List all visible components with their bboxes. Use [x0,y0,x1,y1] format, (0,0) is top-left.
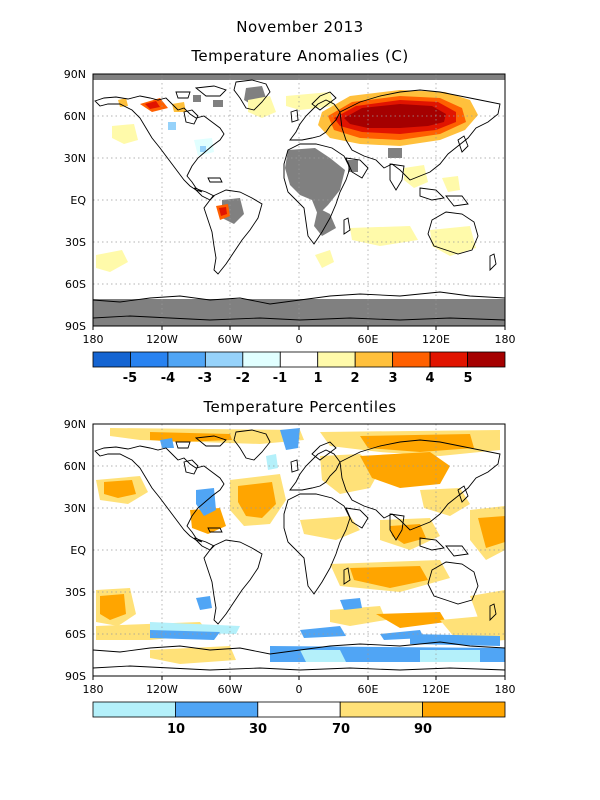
svg-text:60W: 60W [218,333,243,346]
svg-text:60N: 60N [64,460,86,473]
svg-text:30N: 30N [64,502,86,515]
percentile-colorbar [92,701,506,718]
svg-text:30S: 30S [65,586,86,599]
svg-text:180: 180 [83,683,104,696]
svg-text:120E: 120E [422,683,450,696]
svg-text:0: 0 [296,333,303,346]
percentile-colorbar-swatch-3 [339,701,424,718]
svg-text:180: 180 [495,683,516,696]
svg-text:60N: 60N [64,110,86,123]
anomaly-colorbar-swatch-8 [392,351,431,368]
svg-text:90N: 90N [64,418,86,431]
svg-text:60E: 60E [358,683,379,696]
anomaly-colorbar-swatch-9 [429,351,468,368]
percentile-colorbar-swatch-1 [174,701,259,718]
svg-text:60S: 60S [65,628,86,641]
anomaly-colorbar-swatch-7 [354,351,394,368]
anomaly-colorbar [92,351,506,368]
anomaly-colorbar-swatch-1 [130,351,169,368]
svg-text:-5: -5 [123,371,137,386]
percentile-colorbar-labels: 10 30 70 90 [167,722,432,737]
anomaly-colorbar-swatch-2 [167,351,206,368]
percentile-map: 90N 60N 30N EQ 30S 60S 90S 180 120W 60W … [64,418,516,737]
percentile-map-title: Temperature Percentiles [203,398,397,416]
svg-text:90S: 90S [65,320,86,333]
svg-text:-2: -2 [236,371,250,386]
anomaly-colorbar-swatch-0 [92,351,131,368]
svg-text:120W: 120W [146,683,178,696]
anomaly-colorbar-swatch-6 [317,351,356,368]
svg-text:-4: -4 [161,371,175,386]
svg-text:0: 0 [296,683,303,696]
svg-text:30S: 30S [65,236,86,249]
svg-text:-3: -3 [198,371,212,386]
svg-text:60E: 60E [358,333,379,346]
anomaly-lon-labels: 180 120W 60W 0 60E 120E 180 [83,333,516,346]
svg-text:10: 10 [167,722,185,737]
svg-text:90N: 90N [64,68,86,81]
svg-text:90: 90 [414,722,432,737]
svg-text:30: 30 [249,722,267,737]
percentile-lat-labels: 90N 60N 30N EQ 30S 60S 90S [64,418,87,683]
svg-text:5: 5 [463,371,472,386]
svg-text:60W: 60W [218,683,243,696]
anomaly-colorbar-swatch-10 [467,351,506,368]
svg-text:30N: 30N [64,152,86,165]
svg-text:180: 180 [495,333,516,346]
percentile-lon-labels: 180 120W 60W 0 60E 120E 180 [83,683,516,696]
svg-text:120W: 120W [146,333,178,346]
anomaly-lat-labels: 90N 60N 30N EQ 30S 60S 90S [64,68,87,333]
anomaly-map: 90N 60N 30N EQ 30S 60S 90S 180 120W 60W … [64,68,516,386]
anomaly-colorbar-labels: -5 -4 -3 -2 -1 1 2 3 4 5 [123,371,473,386]
percentile-colorbar-swatch-0 [92,701,176,718]
svg-text:EQ: EQ [70,194,86,207]
svg-text:120E: 120E [422,333,450,346]
svg-text:60S: 60S [65,278,86,291]
svg-text:1: 1 [313,371,322,386]
svg-text:EQ: EQ [70,544,86,557]
percentile-colorbar-swatch-2 [257,701,341,718]
svg-text:70: 70 [332,722,350,737]
anomaly-colorbar-swatch-4 [242,351,281,368]
graticule [93,74,505,326]
svg-text:2: 2 [350,371,359,386]
svg-text:90S: 90S [65,670,86,683]
percentile-colorbar-swatch-4 [422,701,506,718]
svg-text:180: 180 [83,333,104,346]
svg-text:3: 3 [388,371,397,386]
main-title: November 2013 [236,18,364,36]
anomaly-colorbar-swatch-5 [279,351,319,368]
svg-text:-1: -1 [273,371,287,386]
anomaly-colorbar-swatch-3 [204,351,244,368]
anomaly-map-title: Temperature Anomalies (C) [191,47,409,65]
svg-text:4: 4 [425,371,434,386]
missing-band-north [93,74,505,80]
